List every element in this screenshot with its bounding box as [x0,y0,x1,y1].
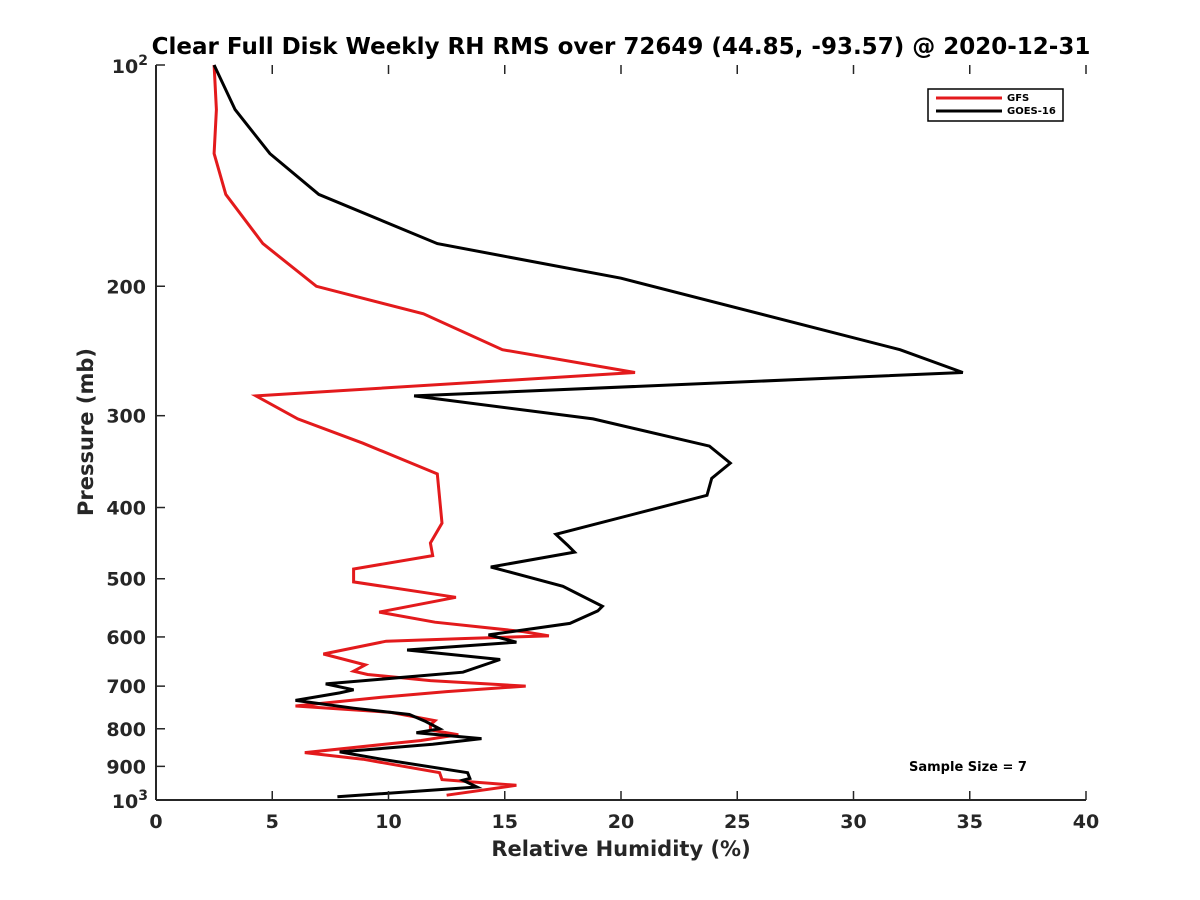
y-tick-label: 900 [106,756,146,778]
x-tick-label: 10 [375,811,401,833]
y-axis-label: Pressure (mb) [74,348,98,516]
x-axis-label: Relative Humidity (%) [491,837,750,861]
y-tick-label: 500 [106,569,146,591]
y-tick-label: 700 [106,676,146,698]
x-ticks: 0 5 10 15 20 25 30 35 40 [149,65,1099,833]
series-layer [212,64,964,799]
legend-label-gfs: GFS [1007,93,1029,104]
y-tick-label: 300 [106,406,146,428]
chart-title: Clear Full Disk Weekly RH RMS over 72649… [152,34,1091,60]
y-tick-label: 400 [106,498,146,520]
sample-size-annotation: Sample Size = 7 [909,760,1027,775]
legend-box [927,88,1064,122]
legend-label-goes16: GOES-16 [1007,106,1056,117]
plot-area: 0 5 10 15 20 25 30 35 40 10220030040050060070080… [106,53,1099,833]
x-tick-label: 5 [266,811,279,833]
x-tick-label: 30 [840,811,866,833]
y-tick-label: 800 [106,719,146,741]
series-line-gfs [212,64,636,797]
x-tick-label: 15 [492,811,518,833]
x-tick-label: 20 [608,811,634,833]
x-tick-label: 35 [957,811,983,833]
x-tick-label: 40 [1073,811,1099,833]
x-tick-label: 25 [724,811,750,833]
y-tick-label: 200 [106,276,146,298]
series-line-goes16 [212,64,964,799]
y-tick-label: 600 [106,627,146,649]
x-tick-label: 0 [149,811,162,833]
legend: GFS GOES-16 [927,88,1064,122]
